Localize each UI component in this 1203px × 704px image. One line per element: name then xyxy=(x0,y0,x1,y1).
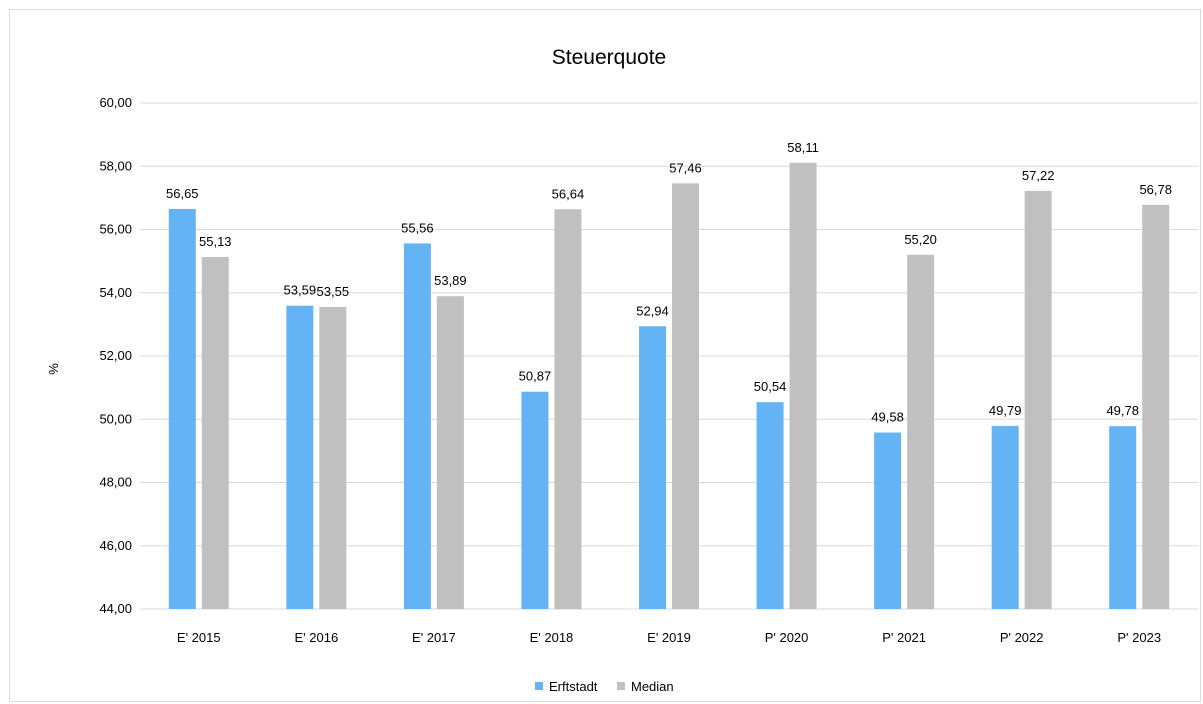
bar-erftstadt xyxy=(639,326,666,609)
x-tick-label: P' 2022 xyxy=(1000,630,1044,645)
data-label: 49,79 xyxy=(989,403,1022,418)
data-label: 56,64 xyxy=(552,186,585,201)
data-label: 58,11 xyxy=(787,140,819,155)
y-tick-label: 56,00 xyxy=(99,222,132,237)
x-axis-ticks: E' 2015 E' 2016 E' 2017 E' 2018 E' 2019 P' 20… xyxy=(177,630,1161,645)
bar-median xyxy=(1024,190,1052,610)
y-tick-label: 60,00 xyxy=(99,95,132,110)
y-tick-label: 50,00 xyxy=(99,411,132,426)
y-tick-label: 48,00 xyxy=(99,475,132,490)
data-label: 55,56 xyxy=(401,220,434,235)
data-label: 53,89 xyxy=(434,273,467,288)
bar-erftstadt xyxy=(1109,426,1137,609)
data-label: 55,13 xyxy=(199,234,232,249)
bar-median xyxy=(201,257,229,609)
y-tick-label: 46,00 xyxy=(99,538,132,553)
bar-median xyxy=(1142,204,1170,609)
data-label: 57,46 xyxy=(669,160,702,175)
data-label: 50,54 xyxy=(754,379,787,394)
x-tick-label: E' 2016 xyxy=(294,630,338,645)
x-tick-label: P' 2020 xyxy=(765,630,809,645)
data-label: 55,20 xyxy=(904,232,937,247)
y-axis-title: % xyxy=(46,363,61,375)
bar-erftstadt xyxy=(874,432,902,609)
data-label: 53,55 xyxy=(317,284,350,299)
y-tick-label: 44,00 xyxy=(99,601,132,616)
bar-median xyxy=(672,183,699,609)
data-label: 50,87 xyxy=(519,369,552,384)
legend-swatch xyxy=(535,682,543,690)
data-label: 57,22 xyxy=(1022,168,1055,183)
x-tick-label: E' 2015 xyxy=(177,630,221,645)
bar-median xyxy=(436,296,464,609)
data-label: 49,78 xyxy=(1106,403,1139,418)
bar-median xyxy=(789,162,817,610)
x-tick-label: E' 2019 xyxy=(647,630,691,645)
y-tick-label: 52,00 xyxy=(99,348,132,363)
y-tick-label: 54,00 xyxy=(99,285,132,300)
bar-erftstadt xyxy=(286,305,314,609)
x-tick-label: E' 2018 xyxy=(530,630,574,645)
bar-erftstadt xyxy=(521,391,549,609)
bar-erftstadt xyxy=(403,243,431,610)
x-tick-label: P' 2023 xyxy=(1117,630,1161,645)
data-label: 53,59 xyxy=(284,283,317,298)
data-label: 56,65 xyxy=(166,186,199,201)
x-tick-label: E' 2017 xyxy=(412,630,456,645)
bar-median xyxy=(554,209,582,609)
bar-median xyxy=(907,254,935,610)
chart-title: Steuerquote xyxy=(552,46,666,69)
bar-erftstadt xyxy=(756,402,784,609)
y-axis-ticks: 44,00 46,00 48,00 50,00 52,00 54,00 56,00 58,00… xyxy=(99,95,132,616)
bars xyxy=(168,162,1170,610)
data-label: 49,58 xyxy=(871,410,904,425)
data-labels: 56,65 55,13 53,59 53,55 55,56 53,89 50,87 56,64… xyxy=(166,140,1172,425)
bar-erftstadt xyxy=(991,425,1019,609)
bar-median xyxy=(319,306,347,609)
legend-label: Erftstadt xyxy=(549,679,598,694)
legend-label: Median xyxy=(631,679,674,694)
gridlines xyxy=(140,102,1198,610)
data-label: 56,78 xyxy=(1139,182,1172,197)
bar-erftstadt xyxy=(168,208,196,609)
y-tick-label: 58,00 xyxy=(99,158,132,173)
data-label: 52,94 xyxy=(636,303,669,318)
x-tick-label: P' 2021 xyxy=(882,630,926,645)
legend: Erftstadt Median xyxy=(535,679,674,694)
legend-swatch xyxy=(617,682,625,690)
